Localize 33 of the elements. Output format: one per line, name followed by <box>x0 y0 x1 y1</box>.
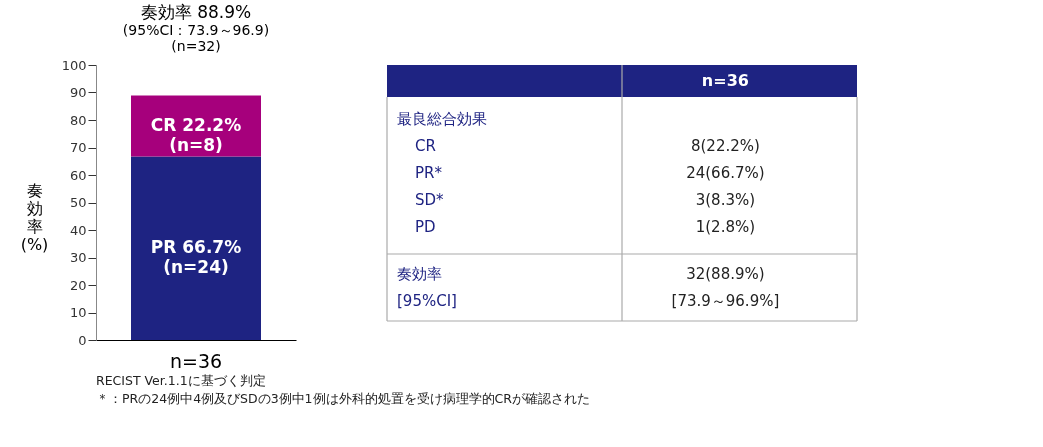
y-tick-label: 70 <box>69 140 87 155</box>
category-label: PR* <box>415 164 443 182</box>
category-label: [95%CI] <box>397 292 457 310</box>
y-tick-label: 40 <box>69 222 87 238</box>
text: RECIST Ver.1.1に基づく判定 <box>96 373 266 388</box>
y-tick-label: 50 <box>69 195 87 210</box>
text: 24(66.7%) <box>686 164 765 182</box>
y-tick-label: 100 <box>61 57 87 73</box>
y-tick-label: 30 <box>69 250 87 265</box>
text: (95%CI：73.9～96.9) <box>122 22 270 38</box>
data-label: PR 66.7% (n=24) <box>150 237 242 278</box>
data-label: CR 22.2% (n=8) <box>150 115 242 156</box>
text: [73.9～96.9%] <box>671 292 780 310</box>
y-tick-label: 20 <box>69 277 87 293</box>
y-tick-label: 0 <box>78 332 87 348</box>
text: ＊：PRの24例中4例及びSDの3例中1例は外科的処置を受け病理学的CRが確認された <box>96 391 590 406</box>
text: 3(8.3%) <box>695 191 756 209</box>
text: (n=32) <box>171 38 221 54</box>
y-tick-label: 60 <box>69 167 87 183</box>
chart-title: 奏効率 88.9% <box>140 2 252 22</box>
text: 1(2.8%) <box>695 218 756 236</box>
category-label: PD <box>415 218 436 236</box>
y-tick-label: 80 <box>69 112 87 128</box>
y-axis-title: 奏効率(%) <box>20 180 49 254</box>
y-tick-label: 10 <box>69 305 87 320</box>
text: 8(22.2%) <box>690 137 760 155</box>
category-label: 最良総合効果 <box>397 110 487 128</box>
category-label: 奏効率 <box>397 265 442 283</box>
y-tick-label: 90 <box>69 85 87 100</box>
category-label: SD* <box>415 191 445 209</box>
text: 32(88.9%) <box>686 265 765 283</box>
text: n=36 <box>701 71 749 90</box>
category-label: CR <box>415 137 436 155</box>
